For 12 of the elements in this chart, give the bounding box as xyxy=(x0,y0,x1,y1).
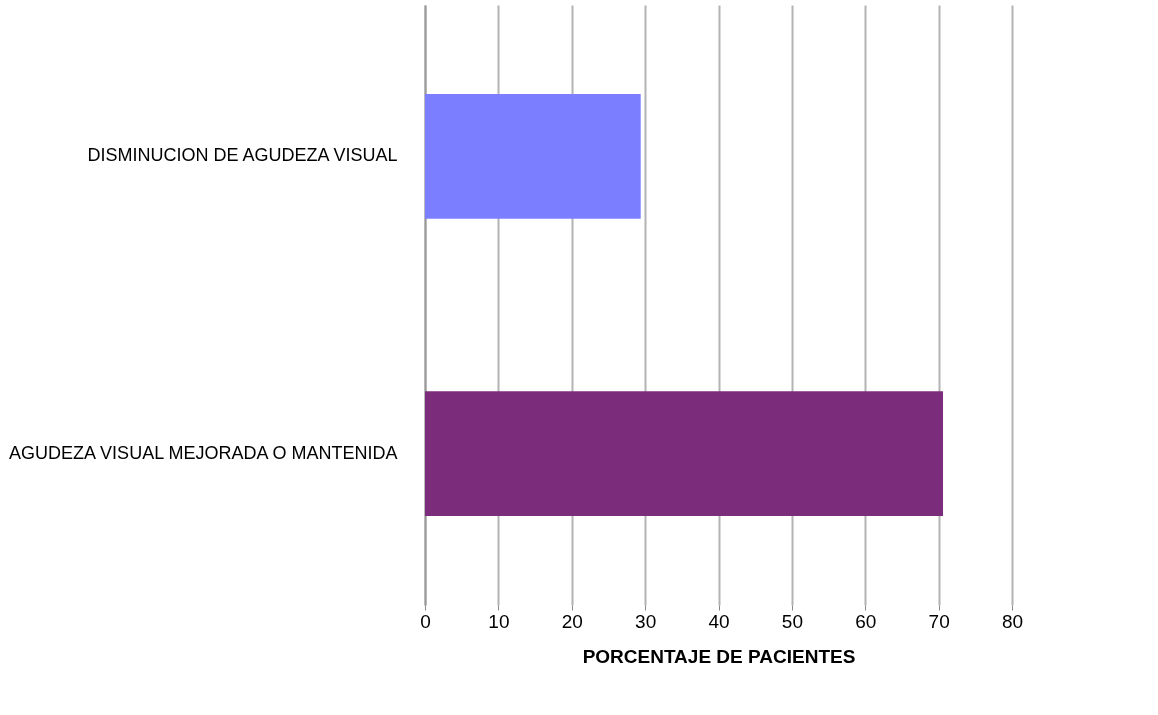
x-tick-label: 60 xyxy=(855,610,877,632)
x-tick-label: 20 xyxy=(561,610,583,632)
x-tick-label: 30 xyxy=(635,610,657,632)
x-tick-label: 40 xyxy=(708,610,730,632)
x-tick-label: 70 xyxy=(928,610,950,632)
x-tick-label: 0 xyxy=(420,610,431,632)
y-tick-label: DISMINUCION DE AGUDEZA VISUAL xyxy=(87,145,398,166)
x-axis-title: PORCENTAJE DE PACIENTES xyxy=(582,645,856,667)
x-tick-label: 80 xyxy=(1001,610,1024,632)
x-tick-label: 50 xyxy=(781,610,803,632)
y-tick-label: AGUDEZA VISUAL MEJORADA O MANTENIDA xyxy=(9,442,398,463)
x-tick-label: 10 xyxy=(488,610,510,632)
